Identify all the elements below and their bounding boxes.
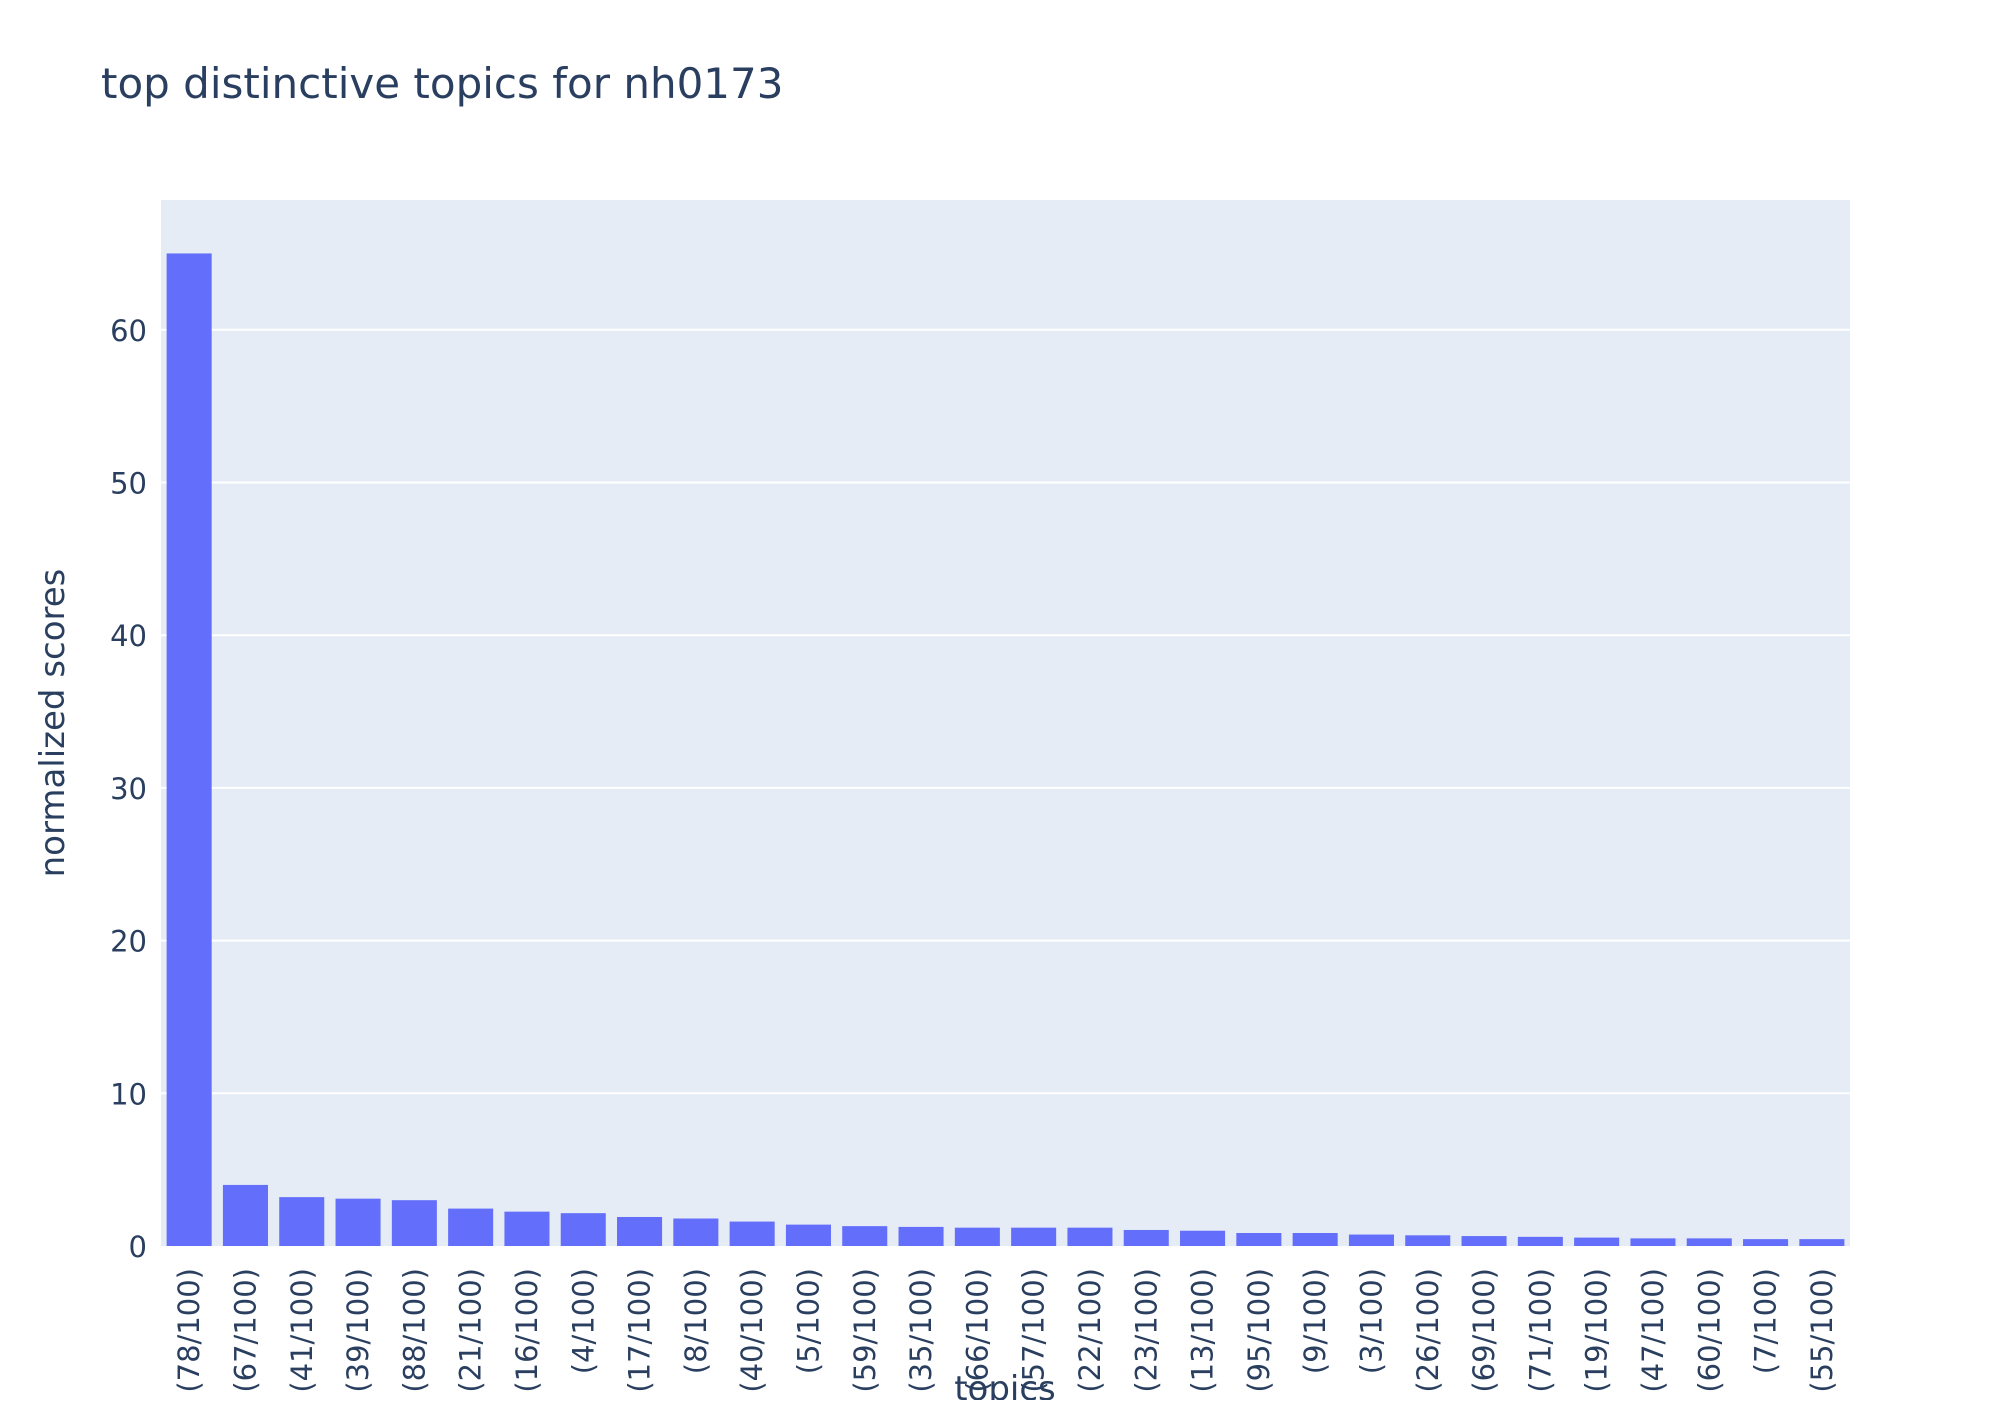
x-tick-label: (23/100) [1129, 1268, 1163, 1393]
bars [166, 253, 1845, 1246]
bar[interactable] [279, 1197, 325, 1246]
chart-title: top distinctive topics for nh0173 [101, 59, 783, 108]
bar[interactable] [842, 1226, 888, 1246]
bar[interactable] [1686, 1238, 1732, 1246]
x-tick-label: (69/100) [1467, 1268, 1501, 1393]
x-tick-label: (66/100) [960, 1268, 994, 1393]
x-tick-label: (13/100) [1186, 1268, 1220, 1393]
bar[interactable] [898, 1226, 944, 1246]
x-tick-label: (88/100) [397, 1268, 431, 1393]
bar[interactable] [1630, 1238, 1676, 1246]
x-tick-label: (59/100) [848, 1268, 882, 1393]
y-tick-label: 20 [110, 925, 147, 959]
bar[interactable] [166, 253, 212, 1246]
x-tick-label: (5/100) [791, 1268, 825, 1374]
gridlines [161, 328, 1850, 1095]
bar[interactable] [1461, 1236, 1507, 1246]
y-tick-label: 50 [110, 466, 147, 500]
bar[interactable] [954, 1227, 1000, 1246]
bar[interactable] [504, 1211, 550, 1246]
bar[interactable] [1011, 1227, 1057, 1246]
x-tick-label: (67/100) [228, 1268, 262, 1393]
bar[interactable] [1123, 1229, 1169, 1246]
y-tick-label: 60 [110, 314, 147, 348]
x-axis-title: topics [954, 1369, 1056, 1400]
bar[interactable] [335, 1198, 381, 1246]
y-axis-title: normalized scores [33, 569, 73, 878]
x-tick-label: (26/100) [1411, 1268, 1445, 1393]
bar[interactable] [391, 1200, 437, 1246]
x-tick-label: (39/100) [341, 1268, 375, 1393]
x-tick-label: (71/100) [1523, 1268, 1557, 1393]
x-tick-label: (40/100) [735, 1268, 769, 1393]
x-tick-label: (95/100) [1242, 1268, 1276, 1393]
x-tick-label: (7/100) [1749, 1268, 1783, 1374]
bar[interactable] [1799, 1239, 1845, 1246]
x-tick-label: (19/100) [1580, 1268, 1614, 1393]
x-tick-label: (8/100) [679, 1268, 713, 1374]
y-tick-label: 30 [110, 772, 147, 806]
plot-area [161, 200, 1850, 1246]
x-tick-label: (35/100) [904, 1268, 938, 1393]
x-tick-label: (47/100) [1636, 1268, 1670, 1393]
x-tick-label: (41/100) [285, 1268, 319, 1393]
bar[interactable] [1517, 1236, 1563, 1246]
x-tick-label: (78/100) [172, 1268, 206, 1393]
x-tick-label: (17/100) [623, 1268, 657, 1393]
x-tick-label: (16/100) [510, 1268, 544, 1393]
bar[interactable] [785, 1224, 831, 1246]
bar[interactable] [1574, 1237, 1620, 1246]
x-tick-label: (21/100) [454, 1268, 488, 1393]
x-tick-label: (57/100) [1017, 1268, 1051, 1393]
y-tick-label: 0 [129, 1230, 147, 1264]
x-tick-label: (55/100) [1805, 1268, 1839, 1393]
bar[interactable] [729, 1221, 775, 1246]
bar[interactable] [673, 1218, 719, 1246]
y-axis-ticks: 0 10 20 30 40 50 60 [110, 314, 147, 1264]
x-axis-ticks: (78/100) (67/100) (41/100) (39/100) (88/100)… [172, 1268, 1839, 1393]
y-tick-label: 40 [110, 619, 147, 653]
bar[interactable] [448, 1208, 494, 1246]
bar[interactable] [1405, 1235, 1451, 1246]
bar[interactable] [617, 1216, 663, 1246]
x-tick-label: (22/100) [1073, 1268, 1107, 1393]
bar[interactable] [1292, 1233, 1338, 1246]
x-tick-label: (3/100) [1354, 1268, 1388, 1374]
bar[interactable] [1180, 1230, 1226, 1246]
y-tick-label: 10 [110, 1077, 147, 1111]
bar[interactable] [222, 1184, 268, 1246]
bar[interactable] [1348, 1234, 1394, 1246]
bar[interactable] [1067, 1227, 1113, 1246]
bar[interactable] [560, 1213, 606, 1246]
bar[interactable] [1236, 1233, 1282, 1246]
x-tick-label: (9/100) [1298, 1268, 1332, 1374]
bar[interactable] [1743, 1239, 1789, 1246]
x-tick-label: (60/100) [1692, 1268, 1726, 1393]
x-tick-label: (4/100) [566, 1268, 600, 1374]
